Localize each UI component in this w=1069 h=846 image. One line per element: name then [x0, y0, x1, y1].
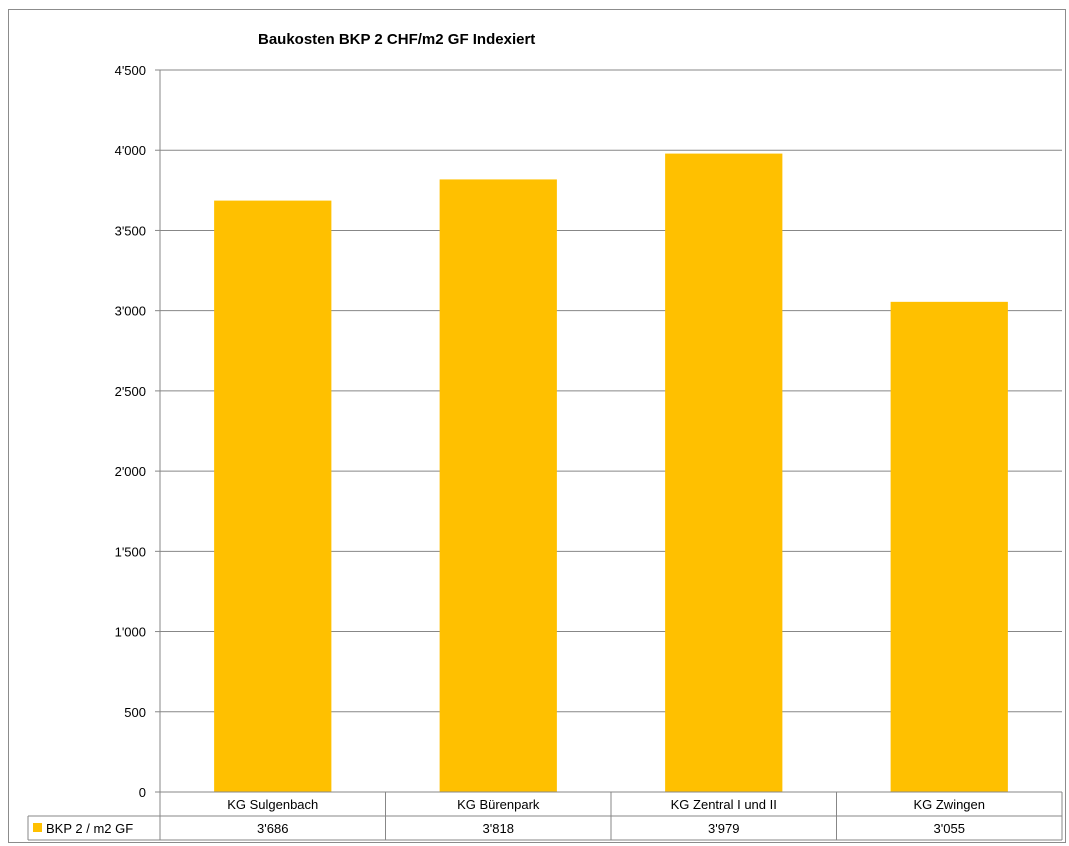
bar — [890, 301, 1008, 792]
data-label: 3'055 — [934, 821, 965, 836]
y-axis: 0 500 1'000 1'500 2'000 2'500 3'000 3'500 4'000 4… — [115, 63, 161, 800]
data-label: 3'818 — [483, 821, 514, 836]
y-tick-label: 2'000 — [115, 464, 146, 479]
legend-swatch — [33, 823, 42, 832]
bar — [439, 179, 557, 793]
legend-label: BKP 2 / m2 GF — [46, 821, 133, 836]
y-tick-label: 0 — [139, 785, 146, 800]
y-tick-label: 4'000 — [115, 143, 146, 158]
bars — [214, 153, 1008, 793]
x-tick-label: KG Sulgenbach — [227, 797, 318, 812]
data-table: KG Sulgenbach 3'686 KG Bürenpark 3'818 KG Ze… — [27, 791, 1063, 841]
y-tick-label: 4'500 — [115, 63, 146, 78]
bar — [214, 200, 332, 792]
y-tick-label: 500 — [124, 705, 146, 720]
y-tick-label: 3'000 — [115, 304, 146, 319]
chart-title: Baukosten BKP 2 CHF/m2 GF Indexiert — [258, 31, 535, 48]
data-label: 3'686 — [257, 821, 288, 836]
y-tick-label: 1'000 — [115, 625, 146, 640]
x-tick-label: KG Bürenpark — [457, 797, 540, 812]
x-tick-label: KG Zwingen — [913, 797, 985, 812]
y-tick-label: 1'500 — [115, 544, 146, 559]
data-label: 3'979 — [708, 821, 739, 836]
bar — [665, 153, 783, 792]
y-tick-label: 3'500 — [115, 223, 146, 238]
x-tick-label: KG Zentral I und II — [671, 797, 777, 812]
y-tick-label: 2'500 — [115, 384, 146, 399]
